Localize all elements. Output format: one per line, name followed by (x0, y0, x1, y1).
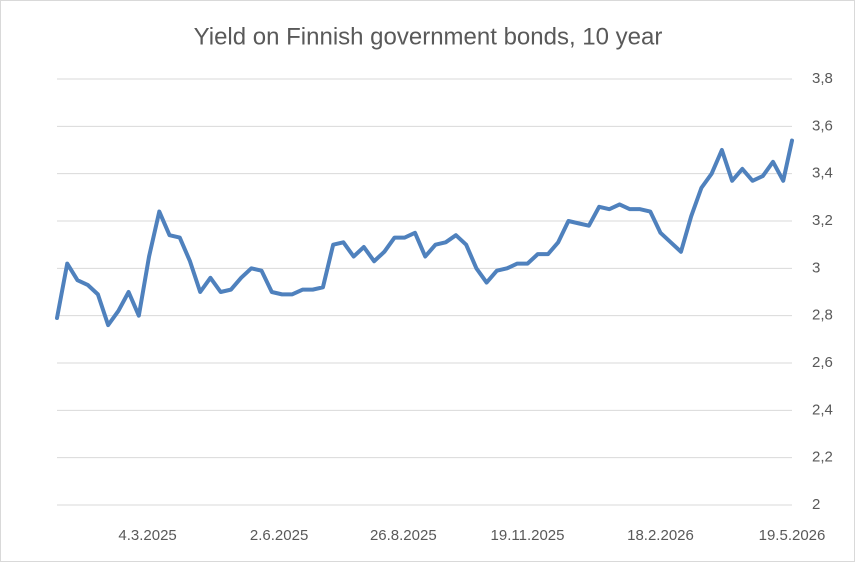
x-tick-label: 19.5.2026 (759, 527, 826, 544)
y-tick-label: 3,4 (812, 165, 833, 182)
x-tick-label: 2.6.2025 (250, 527, 308, 544)
y-tick-label: 3,2 (812, 212, 833, 229)
x-tick-label: 4.3.2025 (118, 527, 176, 544)
y-tick-label: 2,4 (812, 401, 833, 418)
y-tick-label: 3,6 (812, 117, 833, 134)
y-tick-label: 2 (812, 496, 820, 513)
x-tick-label: 26.8.2025 (370, 527, 437, 544)
y-tick-label: 3,8 (812, 70, 833, 87)
chart-title: Yield on Finnish government bonds, 10 ye… (194, 23, 663, 50)
x-tick-label: 18.2.2026 (627, 527, 694, 544)
y-tick-label: 2,6 (812, 354, 833, 371)
y-tick-label: 2,2 (812, 449, 833, 466)
data-line (55, 138, 794, 328)
x-tick-label: 19.11.2025 (491, 527, 565, 544)
y-tick-label: 3 (812, 259, 820, 276)
y-tick-label: 2,8 (812, 307, 833, 324)
